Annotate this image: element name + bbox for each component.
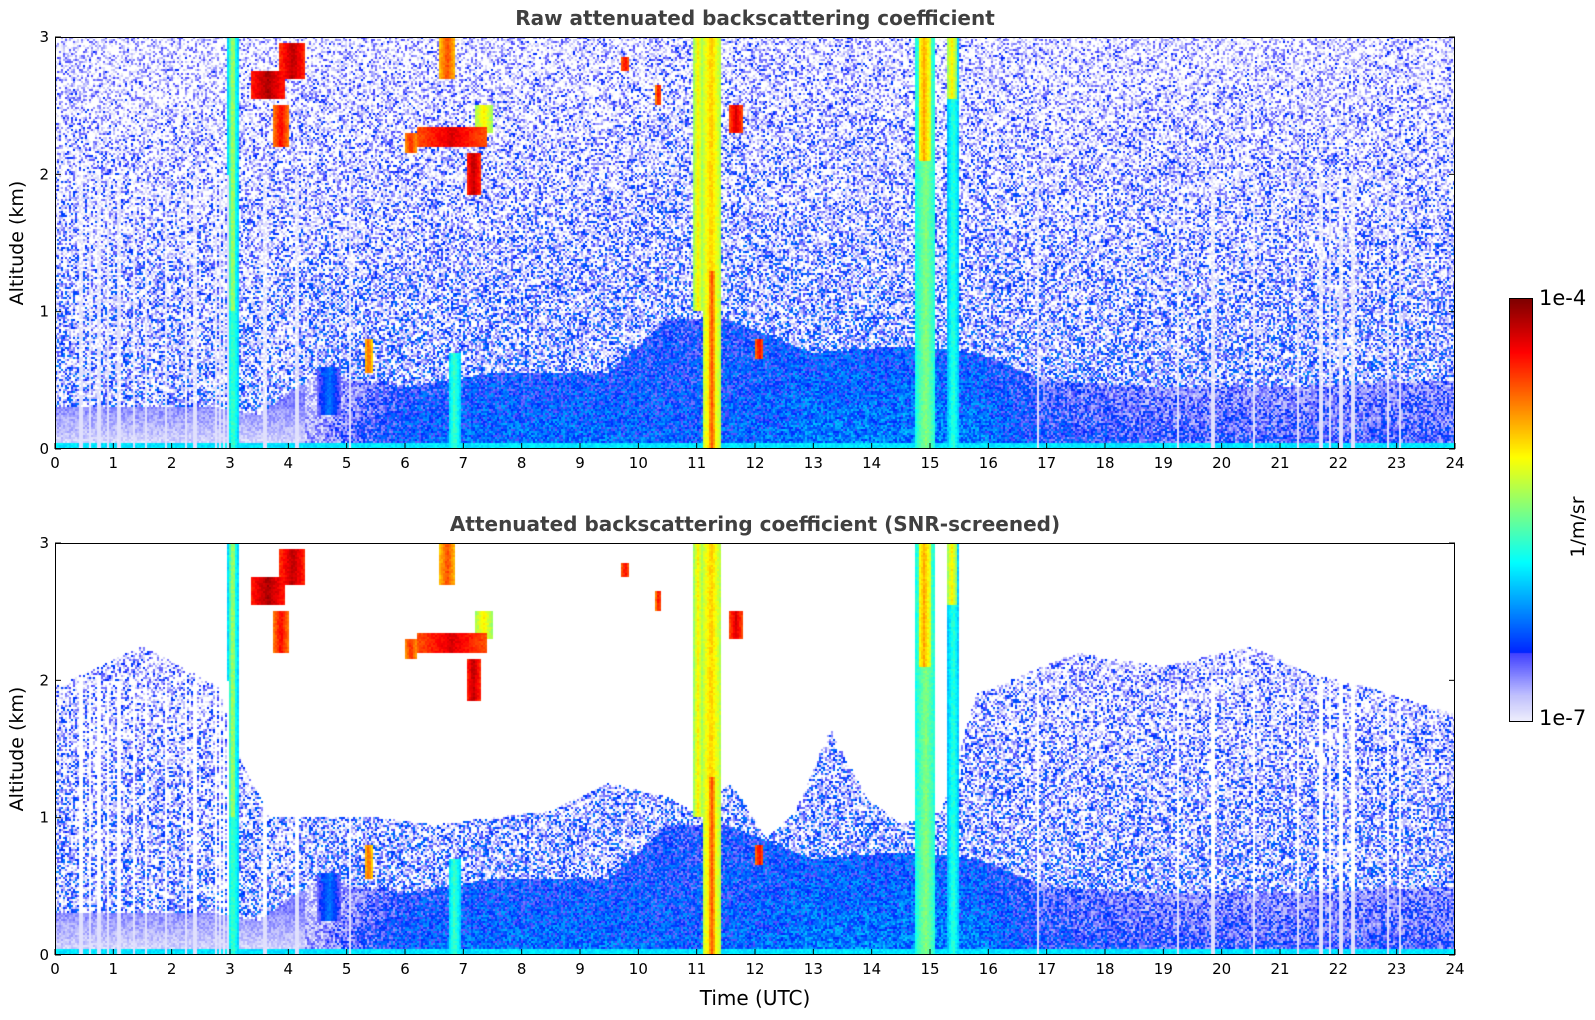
x-tick-label: 23 — [1387, 960, 1406, 978]
x-tick-label: 19 — [1154, 960, 1173, 978]
x-tick-label: 20 — [1212, 960, 1231, 978]
x-tick-label: 2 — [167, 454, 177, 472]
x-tick-label: 10 — [629, 960, 648, 978]
x-tick-label: 19 — [1154, 454, 1173, 472]
chart-title-screened: Attenuated backscattering coefficient (S… — [449, 512, 1061, 536]
x-tick-label: 10 — [629, 454, 648, 472]
x-tick-label: 3 — [225, 454, 235, 472]
x-tick-label: 9 — [575, 960, 585, 978]
x-tick-label: 6 — [400, 454, 410, 472]
y-tick-label: 1 — [39, 809, 49, 827]
x-tick-label: 21 — [1270, 454, 1289, 472]
colorbar-min-label: 1e-7 — [1539, 706, 1587, 730]
x-tick-label: 6 — [400, 960, 410, 978]
x-tick-label: 2 — [167, 960, 177, 978]
x-tick-label: 4 — [284, 454, 294, 472]
x-tick-label: 14 — [862, 960, 881, 978]
x-tick-label: 24 — [1445, 454, 1464, 472]
x-tick-label: 24 — [1445, 960, 1464, 978]
heatmap-raw-canvas — [55, 37, 1455, 449]
heatmap-screened — [55, 543, 1455, 955]
x-tick-label: 20 — [1212, 454, 1231, 472]
x-tick-label: 8 — [517, 454, 527, 472]
x-tick-label: 7 — [459, 960, 469, 978]
x-tick-label: 4 — [284, 960, 294, 978]
y-tick-label: 3 — [39, 28, 49, 46]
x-tick-label: 7 — [459, 454, 469, 472]
x-tick-label: 0 — [50, 960, 60, 978]
x-tick-label: 11 — [687, 454, 706, 472]
x-axis-label: Time (UTC) — [699, 986, 811, 1010]
y-tick-label: 2 — [39, 165, 49, 183]
x-tick-label: 1 — [109, 454, 119, 472]
y-tick-label: 0 — [39, 946, 49, 964]
x-tick-label: 0 — [50, 454, 60, 472]
x-tick-label: 9 — [575, 454, 585, 472]
x-tick-label: 11 — [687, 960, 706, 978]
x-tick-label: 16 — [979, 960, 998, 978]
x-tick-label: 3 — [225, 960, 235, 978]
y-tick-label: 1 — [39, 303, 49, 321]
x-tick-label: 21 — [1270, 960, 1289, 978]
chart-title-raw: Raw attenuated backscattering coefficien… — [515, 6, 995, 30]
colorbar-unit-label: 1/m/sr — [1566, 496, 1590, 557]
colorbar-unit-text: 1/m/sr — [1567, 496, 1589, 558]
heatmap-screened-canvas — [55, 543, 1455, 955]
x-tick-label: 23 — [1387, 454, 1406, 472]
x-tick-label: 5 — [342, 960, 352, 978]
x-tick-label: 17 — [1037, 960, 1056, 978]
colorbar-max-label: 1e-4 — [1539, 286, 1587, 310]
x-tick-label: 15 — [920, 960, 939, 978]
x-tick-label: 13 — [804, 454, 823, 472]
x-tick-label: 22 — [1329, 960, 1348, 978]
x-tick-label: 18 — [1095, 960, 1114, 978]
y-tick-label: 3 — [39, 534, 49, 552]
y-tick-label: 0 — [39, 440, 49, 458]
x-tick-label: 18 — [1095, 454, 1114, 472]
y-axis-label-screened-text: Altitude (km) — [6, 686, 28, 812]
x-tick-label: 22 — [1329, 454, 1348, 472]
x-tick-label: 14 — [862, 454, 881, 472]
x-tick-label: 16 — [979, 454, 998, 472]
x-tick-label: 8 — [517, 960, 527, 978]
y-axis-label-screened: Altitude (km) — [2, 543, 32, 955]
x-tick-label: 15 — [920, 454, 939, 472]
x-tick-label: 12 — [745, 454, 764, 472]
y-axis-label-raw: Altitude (km) — [2, 37, 32, 449]
x-tick-label: 13 — [804, 960, 823, 978]
y-tick-label: 2 — [39, 671, 49, 689]
heatmap-raw — [55, 37, 1455, 449]
x-tick-label: 17 — [1037, 454, 1056, 472]
x-tick-label: 12 — [745, 960, 764, 978]
x-tick-label: 5 — [342, 454, 352, 472]
colorbar — [1509, 298, 1533, 722]
x-tick-label: 1 — [109, 960, 119, 978]
y-axis-label-raw-text: Altitude (km) — [6, 180, 28, 306]
